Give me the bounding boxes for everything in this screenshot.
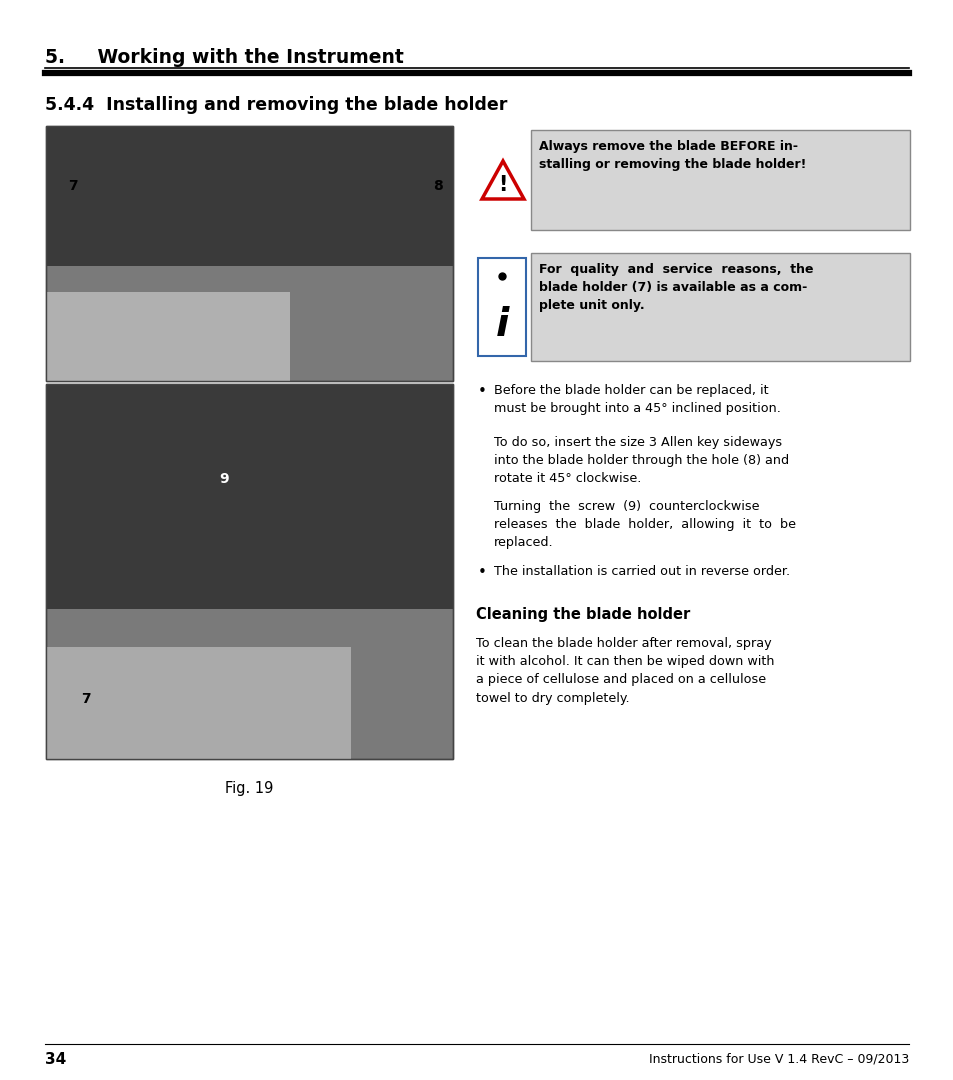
Text: 5.     Working with the Instrument: 5. Working with the Instrument <box>45 48 403 67</box>
Text: Always remove the blade BEFORE in-
stalling or removing the blade holder!: Always remove the blade BEFORE in- stall… <box>538 140 805 171</box>
Text: •: • <box>477 565 486 580</box>
Bar <box>46 126 453 267</box>
Text: !: ! <box>497 175 507 195</box>
Text: Turning  the  screw  (9)  counterclockwise
releases  the  blade  holder,  allowi: Turning the screw (9) counterclockwise r… <box>494 500 795 550</box>
Text: 34: 34 <box>45 1052 66 1067</box>
Text: •: • <box>477 384 486 399</box>
Bar <box>46 384 453 759</box>
Bar <box>46 384 453 609</box>
Text: 9: 9 <box>219 472 229 486</box>
Text: 8: 8 <box>433 179 442 193</box>
Text: Before the blade holder can be replaced, it
must be brought into a 45° inclined : Before the blade holder can be replaced,… <box>494 384 781 415</box>
Text: 5.4.4  Installing and removing the blade holder: 5.4.4 Installing and removing the blade … <box>45 96 507 114</box>
Bar <box>46 126 453 381</box>
Text: Instructions for Use V 1.4 RevC – 09/2013: Instructions for Use V 1.4 RevC – 09/201… <box>648 1052 908 1065</box>
Text: To do so, insert the size 3 Allen key sideways
into the blade holder through the: To do so, insert the size 3 Allen key si… <box>494 436 788 485</box>
Text: 7: 7 <box>68 179 77 193</box>
Bar <box>46 126 453 381</box>
Bar <box>46 647 351 759</box>
Text: 7: 7 <box>81 692 91 706</box>
Bar <box>46 384 453 759</box>
Bar <box>46 292 290 381</box>
Bar <box>477 258 525 356</box>
Bar <box>531 130 909 230</box>
Polygon shape <box>481 161 523 199</box>
Text: For  quality  and  service  reasons,  the
blade holder (7) is available as a com: For quality and service reasons, the bla… <box>538 264 813 312</box>
Text: i: i <box>495 306 508 345</box>
Text: Fig. 19: Fig. 19 <box>225 781 274 796</box>
Text: To clean the blade holder after removal, spray
it with alcohol. It can then be w: To clean the blade holder after removal,… <box>476 637 774 704</box>
Text: The installation is carried out in reverse order.: The installation is carried out in rever… <box>494 565 789 578</box>
Text: Cleaning the blade holder: Cleaning the blade holder <box>476 607 690 622</box>
Bar <box>531 253 909 361</box>
